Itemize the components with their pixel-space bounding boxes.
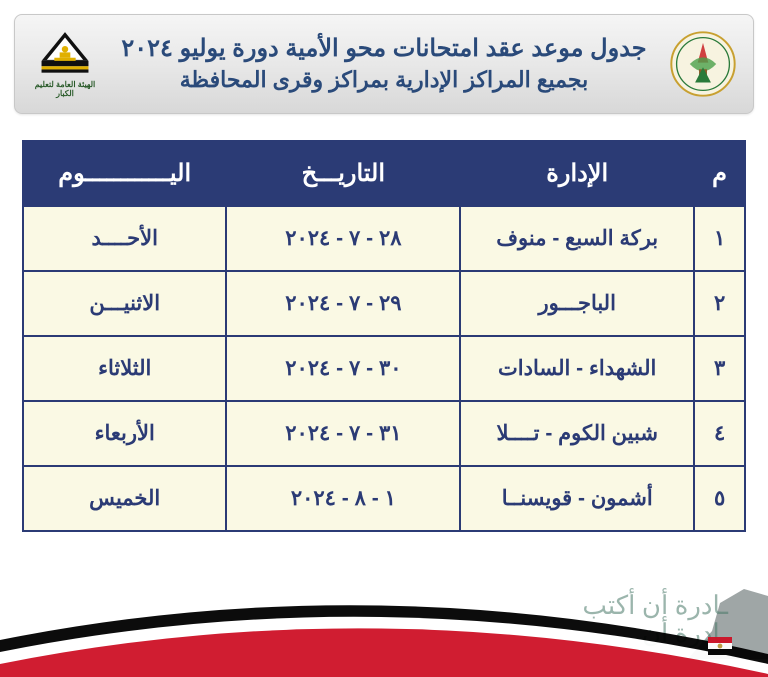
title-line-2: بجميع المراكز الإدارية بمراكز وقرى المحا… (113, 65, 655, 96)
table-row: ٢ الباجـــور ٢٩ - ٧ - ٢٠٢٤ الاثنيـــن (23, 271, 745, 336)
cell-admin: الباجـــور (460, 271, 694, 336)
cell-num: ٣ (694, 336, 745, 401)
header-banner: جدول موعد عقد امتحانات محو الأمية دورة ي… (14, 14, 754, 114)
schedule-table: م الإدارة التاريـــخ اليــــــــــــوم ١… (22, 140, 746, 532)
cell-day: الأربعاء (23, 401, 226, 466)
col-header-num: م (694, 141, 745, 206)
table-row: ٣ الشهداء - السادات ٣٠ - ٧ - ٢٠٢٤ الثلاث… (23, 336, 745, 401)
header-title: جدول موعد عقد امتحانات محو الأمية دورة ي… (113, 32, 655, 96)
cell-admin: الشهداء - السادات (460, 336, 694, 401)
silhouette-decoration (688, 589, 768, 659)
cell-day: الثلاثاء (23, 336, 226, 401)
table-row: ٥ أشمون - قويسنــا ١ - ٨ - ٢٠٢٤ الخميس (23, 466, 745, 531)
cell-date: ١ - ٨ - ٢٠٢٤ (226, 466, 460, 531)
faded-watermark: ـادرة أن أكتب ـادرة أن (582, 592, 728, 649)
cell-num: ١ (694, 206, 745, 271)
cell-date: ٣٠ - ٧ - ٢٠٢٤ (226, 336, 460, 401)
cell-day: الخميس (23, 466, 226, 531)
cell-num: ٥ (694, 466, 745, 531)
cell-admin: شبين الكوم - تــــلا (460, 401, 694, 466)
left-logo-caption: الهيئة العامة لتعليم الكبار (29, 80, 101, 98)
cell-day: الاثنيـــن (23, 271, 226, 336)
table-row: ١ بركة السبع - منوف ٢٨ - ٧ - ٢٠٢٤ الأحــ… (23, 206, 745, 271)
table-row: ٤ شبين الكوم - تــــلا ٣١ - ٧ - ٢٠٢٤ الأ… (23, 401, 745, 466)
cell-admin: أشمون - قويسنــا (460, 466, 694, 531)
cell-date: ٢٩ - ٧ - ٢٠٢٤ (226, 271, 460, 336)
col-header-date: التاريـــخ (226, 141, 460, 206)
governorate-logo (667, 28, 739, 100)
schedule-table-wrap: م الإدارة التاريـــخ اليــــــــــــوم ١… (22, 140, 746, 532)
table-header-row: م الإدارة التاريـــخ اليــــــــــــوم (23, 141, 745, 206)
cell-day: الأحــــد (23, 206, 226, 271)
col-header-day: اليــــــــــــوم (23, 141, 226, 206)
watermark-line-1: ـادرة أن أكتب (582, 592, 728, 621)
col-header-admin: الإدارة (460, 141, 694, 206)
watermark-line-2: ـادرة أن (582, 620, 728, 649)
cell-num: ٢ (694, 271, 745, 336)
adult-education-logo: الهيئة العامة لتعليم الكبار (29, 28, 101, 100)
cell-date: ٢٨ - ٧ - ٢٠٢٤ (226, 206, 460, 271)
cell-date: ٣١ - ٧ - ٢٠٢٤ (226, 401, 460, 466)
cell-admin: بركة السبع - منوف (460, 206, 694, 271)
cell-num: ٤ (694, 401, 745, 466)
title-line-1: جدول موعد عقد امتحانات محو الأمية دورة ي… (113, 32, 655, 66)
